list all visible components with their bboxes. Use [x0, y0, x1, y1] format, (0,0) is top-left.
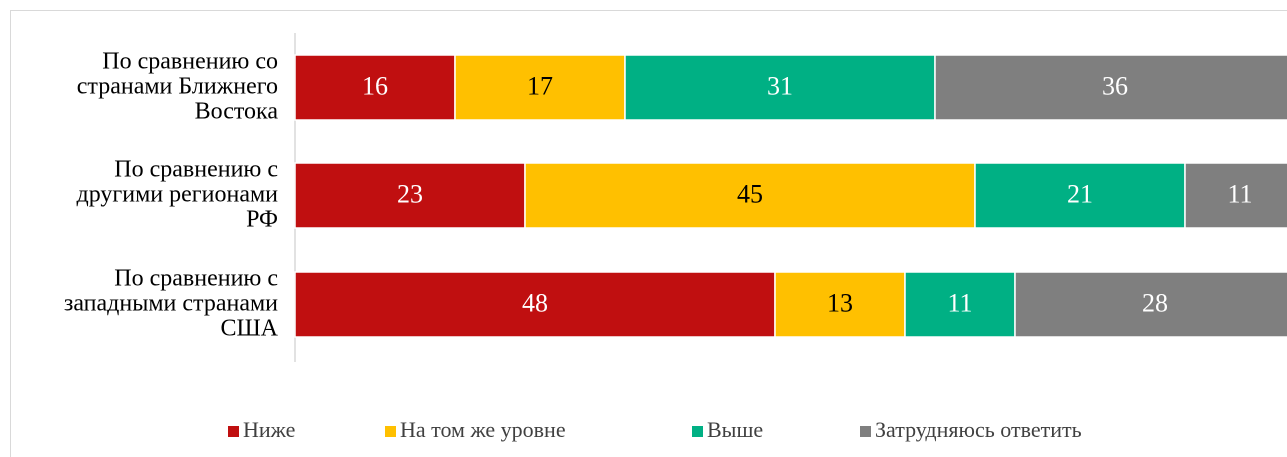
legend-swatch: [385, 426, 396, 437]
legend-label: Ниже: [243, 417, 295, 442]
data-label: 28: [1142, 288, 1168, 317]
data-label: 13: [827, 288, 853, 317]
category-label: По сравнению с западными странами США: [64, 265, 279, 341]
legend-swatch: [228, 426, 239, 437]
data-label: 17: [527, 71, 553, 100]
legend-swatch: [692, 426, 703, 437]
chart-border: [10, 10, 1287, 457]
data-label: 11: [1227, 179, 1252, 208]
bar-segment: [454, 54, 626, 121]
data-label: 36: [1102, 71, 1128, 100]
bar-segment: [524, 162, 976, 229]
data-label: 21: [1067, 179, 1093, 208]
data-label: 48: [522, 288, 548, 317]
data-label: 45: [737, 179, 763, 208]
bar-segment: [904, 271, 1016, 338]
legend-label: Выше: [707, 417, 763, 442]
bar-segment: [1184, 162, 1287, 229]
legend-swatch: [860, 426, 871, 437]
bar-segment: [974, 162, 1186, 229]
bar-segment: [934, 54, 1287, 121]
category-label: По сравнению со странами Ближнего Востока: [77, 48, 279, 124]
bar-segment: [774, 271, 906, 338]
data-label: 16: [362, 71, 388, 100]
legend-label: Затрудняюсь ответить: [875, 417, 1082, 442]
data-label: 11: [947, 288, 972, 317]
bar-segment: [294, 162, 526, 229]
bar-segment: [1014, 271, 1287, 338]
data-label: 23: [397, 179, 423, 208]
data-label: 31: [767, 71, 793, 100]
legend-label: На том же уровне: [400, 417, 566, 442]
category-label: По сравнению с другими регионами РФ: [77, 156, 279, 232]
bar-segment: [294, 271, 776, 338]
